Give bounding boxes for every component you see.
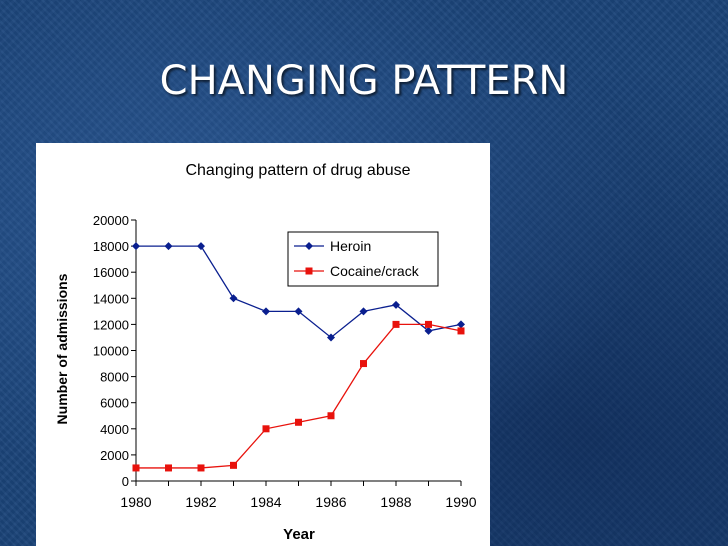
legend-box (287, 231, 439, 287)
data-point-cocaine-crack (165, 464, 172, 472)
y-tick-labels: 2000018000160001400012000100008000600040… (93, 213, 129, 489)
y-tick-label: 4000 (100, 422, 129, 437)
data-point-cocaine-crack (295, 418, 302, 426)
data-point-cocaine-crack (360, 360, 367, 368)
data-point-heroin (197, 242, 205, 251)
y-tick-label: 0 (122, 474, 129, 489)
data-point-heroin (229, 294, 238, 303)
legend-marker-heroin (305, 242, 313, 250)
series-layer (132, 242, 465, 472)
y-tick-label: 20000 (93, 213, 129, 228)
data-point-heroin (164, 242, 173, 251)
y-tick-label: 6000 (100, 396, 129, 411)
chart-panel: Changing pattern of drug abuse 20000 1800… (36, 143, 490, 546)
slide-title: CHANGING PATTERN (159, 58, 569, 104)
y-tick-label: 18000 (93, 239, 129, 254)
y-tick-label: 2000 (100, 448, 129, 463)
data-point-cocaine-crack (327, 412, 335, 420)
y-tick-label: 12000 (93, 317, 129, 332)
data-point-heroin (132, 242, 140, 251)
series-line-cocaine-crack (136, 323, 462, 469)
x-tick-label: 1980 (120, 494, 151, 510)
data-point-heroin (457, 320, 465, 329)
chart-title: Changing pattern of drug abuse (185, 162, 410, 179)
legend-label-heroin: Heroin (330, 238, 371, 254)
y-axis-label: Number of admissions (54, 273, 70, 424)
y-tick-label: 8000 (100, 370, 129, 385)
data-point-heroin (294, 307, 303, 316)
x-tick-labels: 1980 1982 1984 1986 1988 1990 (120, 494, 476, 510)
data-point-cocaine-crack (132, 464, 140, 472)
data-point-heroin (359, 307, 368, 316)
data-point-cocaine-crack (457, 327, 465, 335)
legend: Heroin Cocaine/crack (287, 231, 439, 287)
y-tick-label: 16000 (93, 265, 129, 280)
data-point-heroin (424, 326, 433, 335)
data-point-heroin (262, 307, 270, 316)
data-point-cocaine-crack (425, 320, 432, 328)
data-point-cocaine-crack (262, 425, 270, 433)
data-point-cocaine-crack (197, 464, 205, 472)
legend-label-cocaine-crack: Cocaine/crack (330, 263, 420, 279)
y-tick-label: 14000 (93, 291, 129, 306)
x-tick-label: 1982 (185, 494, 216, 510)
x-axis-label: Year (283, 526, 315, 543)
line-chart: Changing pattern of drug abuse 200001800… (54, 162, 477, 543)
x-tick-label: 1988 (380, 494, 411, 510)
data-point-heroin (327, 333, 335, 342)
y-tick-label: 10000 (93, 344, 129, 359)
x-tick-label: 1984 (250, 494, 281, 510)
axes (131, 219, 462, 486)
legend-marker-cocaine-crack (305, 267, 313, 275)
data-point-heroin (392, 300, 400, 309)
data-point-cocaine-crack (392, 320, 400, 328)
x-tick-label: 1986 (315, 494, 346, 510)
x-tick-label: 1990 (445, 494, 476, 510)
data-point-cocaine-crack (230, 461, 237, 469)
